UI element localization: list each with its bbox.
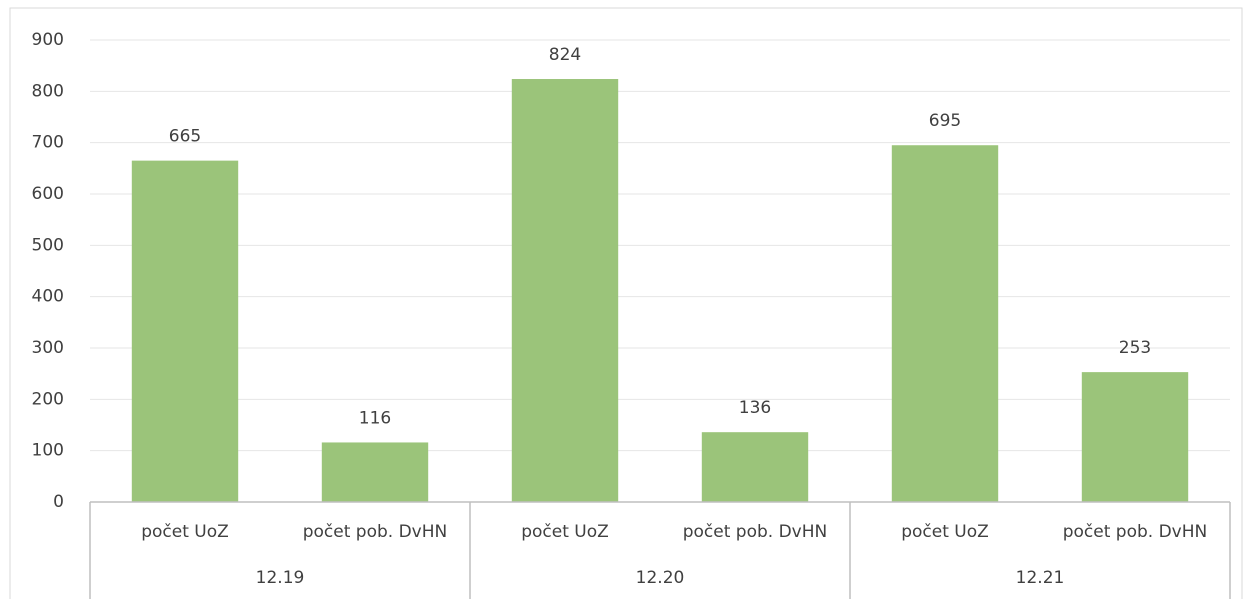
bar [701,432,809,502]
group-label: 12.21 [1016,568,1065,588]
y-tick-label: 900 [32,30,64,50]
y-tick-label: 600 [32,184,64,204]
chart-border [9,7,1243,599]
y-tick-label: 800 [32,81,64,101]
bar [131,160,239,502]
y-tick-label: 0 [53,492,64,512]
y-tick-label: 400 [32,287,64,307]
x-tick-label: počet pob. DvHN [303,522,448,542]
x-tick-label: počet pob. DvHN [683,522,828,542]
x-tick-label: počet UoZ [521,522,609,542]
bar [1081,372,1189,502]
bar [891,145,999,502]
x-tick-label: počet pob. DvHN [1063,522,1208,542]
y-tick-label: 500 [32,235,64,255]
group-label: 12.19 [256,568,305,588]
y-tick-label: 300 [32,338,64,358]
data-label: 253 [1119,338,1151,358]
y-tick-label: 200 [32,389,64,409]
data-label: 824 [549,45,581,65]
x-tick-label: počet UoZ [141,522,229,542]
group-label: 12.20 [636,568,685,588]
bar [511,79,619,502]
data-label: 136 [739,398,771,418]
data-label: 695 [929,111,961,131]
y-tick-label: 700 [32,133,64,153]
x-tick-label: počet UoZ [901,522,989,542]
data-label: 665 [169,127,201,147]
data-label: 116 [359,408,391,428]
y-tick-label: 100 [32,441,64,461]
bar [321,442,429,502]
